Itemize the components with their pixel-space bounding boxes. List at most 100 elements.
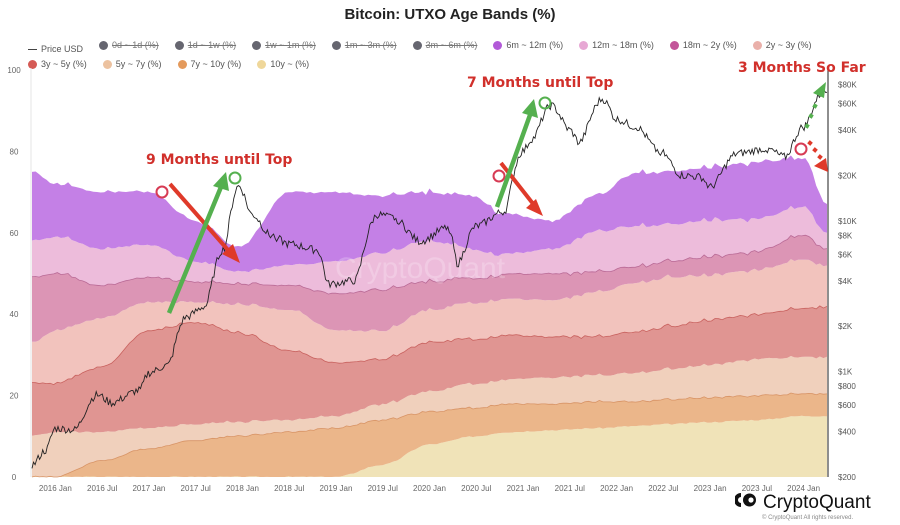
y-axis-ticks: 0 20 40 60 80 100 bbox=[7, 66, 21, 482]
annotation-label: 7 Months until Top bbox=[467, 75, 613, 91]
legend-item[interactable]: 3m ~ 6m (%) bbox=[412, 38, 478, 53]
legend-label: 1w ~ 1m (%) bbox=[265, 40, 316, 50]
y-tick-label: 60 bbox=[10, 229, 19, 238]
right-tick-label: $800 bbox=[838, 382, 856, 391]
color-dot-icon bbox=[331, 41, 341, 50]
green-dotted-arrow bbox=[804, 82, 826, 129]
legend-item[interactable]: 3y ~ 5y (%) bbox=[28, 57, 87, 72]
green-arrow bbox=[166, 186, 224, 314]
x-tick-label: 2017 Jul bbox=[181, 484, 211, 493]
y-tick-label: 20 bbox=[10, 392, 19, 401]
peak-circle-red bbox=[492, 169, 506, 183]
annotation-2024: 3 Months So Far bbox=[738, 60, 866, 172]
x-tick-label: 2021 Jul bbox=[555, 484, 585, 493]
color-dot-icon bbox=[669, 41, 679, 50]
band-area bbox=[32, 155, 827, 273]
legend-label: 5y ~ 7y (%) bbox=[115, 59, 162, 69]
legend-item[interactable]: 5y ~ 7y (%) bbox=[102, 57, 162, 72]
color-dot-icon bbox=[412, 41, 422, 50]
right-tick-label: $6K bbox=[838, 250, 853, 259]
x-tick-label: 2021 Jan bbox=[507, 484, 540, 493]
annotation-2021: 7 Months until Top bbox=[467, 75, 613, 216]
x-tick-label: 2018 Jan bbox=[226, 484, 259, 493]
legend-label: 18m ~ 2y (%) bbox=[682, 40, 737, 50]
color-dot-icon bbox=[28, 60, 37, 69]
x-tick-label: 2018 Jul bbox=[274, 484, 304, 493]
legend-item[interactable]: 1d ~ 1w (%) bbox=[174, 38, 237, 53]
color-dot-icon bbox=[752, 41, 762, 50]
legend-item[interactable]: 7y ~ 10y (%) bbox=[177, 57, 242, 72]
legend-item[interactable]: Price USD bbox=[28, 42, 83, 57]
legend-item[interactable]: 6m ~ 12m (%) bbox=[493, 38, 563, 53]
red-arrow-head bbox=[526, 199, 543, 216]
legend-label: 6m ~ 12m (%) bbox=[506, 40, 564, 50]
right-tick-label: $1K bbox=[838, 368, 853, 377]
band-area bbox=[32, 356, 827, 477]
right-tick-label: $20K bbox=[838, 171, 857, 180]
x-tick-label: 2022 Jan bbox=[600, 484, 633, 493]
red-arrow bbox=[168, 182, 230, 252]
chart-title: Bitcoin: UTXO Age Bands (%) bbox=[344, 6, 556, 23]
legend-label: 3m ~ 6m (%) bbox=[425, 40, 478, 50]
legend-item[interactable]: 1m ~ 3m (%) bbox=[331, 38, 397, 53]
red-dotted-arrow bbox=[807, 140, 828, 172]
x-tick-label: 2022 Jul bbox=[648, 484, 678, 493]
band-edge-line bbox=[31, 392, 828, 478]
top-circle-green bbox=[228, 171, 242, 185]
x-tick-label: 2019 Jul bbox=[368, 484, 398, 493]
annotation-2017: 9 Months until Top bbox=[146, 152, 292, 314]
color-dot-icon bbox=[257, 60, 267, 69]
color-dot-icon bbox=[177, 60, 187, 69]
band-area bbox=[32, 393, 827, 477]
right-tick-label: $400 bbox=[838, 428, 856, 437]
peak-circle-red bbox=[794, 142, 808, 156]
band-edge-line bbox=[31, 234, 828, 295]
legend-label: 1d ~ 1w (%) bbox=[187, 40, 237, 50]
y-tick-label: 0 bbox=[12, 473, 17, 482]
legend-item[interactable]: 18m ~ 2y (%) bbox=[669, 38, 737, 53]
x-tick-label: 2019 Jan bbox=[320, 484, 353, 493]
top-circle-green bbox=[538, 96, 552, 110]
band-area bbox=[32, 235, 827, 342]
color-dot-icon bbox=[102, 60, 112, 69]
x-tick-label: 2016 Jan bbox=[39, 484, 72, 493]
copyright-text: © CryptoQuant All rights reserved. bbox=[762, 515, 854, 521]
watermark: CryptoQuant bbox=[335, 252, 506, 285]
band-area bbox=[32, 205, 827, 295]
color-dot-icon bbox=[174, 41, 184, 50]
legend-label: 2y ~ 3y (%) bbox=[765, 40, 812, 50]
band-area bbox=[32, 305, 827, 436]
right-tick-label: $60K bbox=[838, 99, 857, 108]
band-edge-line bbox=[31, 305, 828, 386]
y-tick-label: 100 bbox=[7, 66, 21, 75]
legend-item[interactable]: 10y ~ (%) bbox=[257, 57, 309, 72]
x-tick-label: 2016 Jul bbox=[87, 484, 117, 493]
legend-label: 12m ~ 18m (%) bbox=[592, 40, 654, 50]
x-tick-label: 2023 Jan bbox=[694, 484, 727, 493]
red-arrow-head bbox=[222, 244, 240, 263]
band-areas bbox=[31, 155, 828, 478]
legend-label: 10y ~ (%) bbox=[270, 59, 310, 69]
legend-label: 7y ~ 10y (%) bbox=[190, 59, 242, 69]
y-tick-label: 40 bbox=[10, 310, 19, 319]
green-arrow-head bbox=[522, 99, 538, 118]
legend-label: 3y ~ 5y (%) bbox=[41, 59, 87, 69]
right-tick-label: $10K bbox=[838, 217, 857, 226]
legend-item[interactable]: 1w ~ 1m (%) bbox=[252, 38, 316, 53]
legend-item[interactable]: 2y ~ 3y (%) bbox=[752, 38, 812, 53]
band-area bbox=[32, 259, 827, 385]
right-tick-label: $600 bbox=[838, 401, 856, 410]
legend-label: 1m ~ 3m (%) bbox=[344, 40, 397, 50]
y-tick-label: 80 bbox=[10, 147, 19, 156]
legend-item[interactable]: 0d ~ 1d (%) bbox=[99, 38, 159, 53]
brand-logo: CryptoQuant bbox=[734, 492, 871, 514]
x-tick-label: 2020 Jul bbox=[461, 484, 491, 493]
x-tick-label: 2023 Jul bbox=[742, 484, 772, 493]
legend-label: Price USD bbox=[41, 44, 84, 54]
right-tick-label: $200 bbox=[838, 473, 856, 482]
green-arrow-head bbox=[213, 172, 229, 191]
peak-circle-red bbox=[155, 185, 169, 199]
x-tick-label: 2017 Jan bbox=[132, 484, 165, 493]
legend-item[interactable]: 12m ~ 18m (%) bbox=[579, 38, 654, 53]
annotation-label: 3 Months So Far bbox=[738, 60, 866, 76]
